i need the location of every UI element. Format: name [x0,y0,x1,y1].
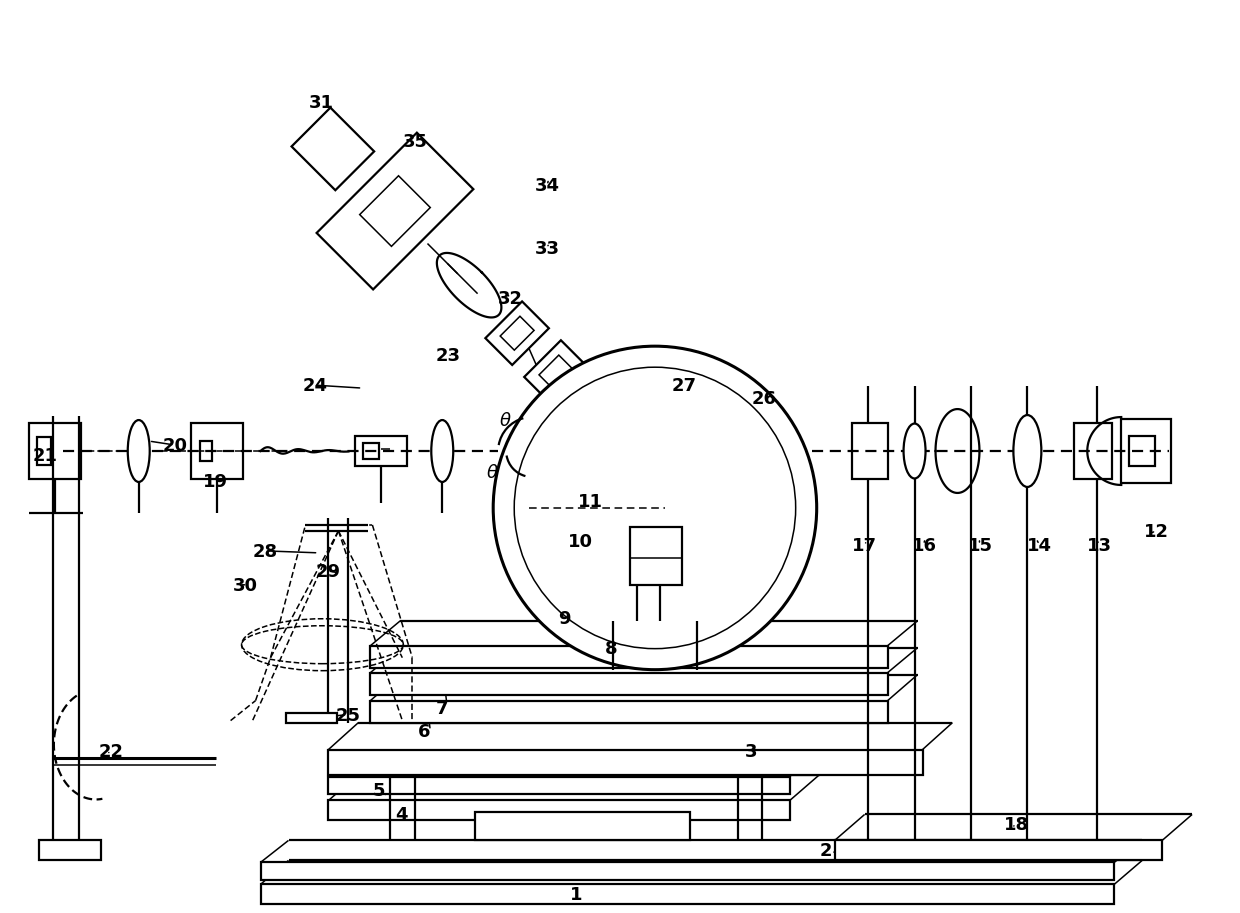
Bar [260,863,1115,880]
Text: 5: 5 [372,782,384,801]
Text: 14: 14 [1028,537,1053,555]
Polygon shape [539,355,573,389]
Polygon shape [291,108,374,190]
Text: 4: 4 [396,806,408,824]
Text: 17: 17 [852,537,877,555]
Bar [371,673,888,695]
Text: 13: 13 [1087,537,1112,555]
Polygon shape [360,176,430,247]
Text: 8: 8 [605,640,618,657]
Text: 32: 32 [498,290,523,309]
Bar [1121,419,1171,483]
Text: 26: 26 [751,390,776,408]
Text: 28: 28 [253,543,278,561]
Ellipse shape [432,420,454,482]
Bar [1074,423,1112,479]
Bar [29,423,81,479]
Bar [200,441,212,461]
Text: 34: 34 [536,177,560,195]
Text: 15: 15 [967,537,992,555]
Text: 24: 24 [303,377,327,395]
Text: 1: 1 [570,887,583,904]
Text: 31: 31 [309,93,334,111]
Circle shape [494,346,817,669]
Text: 2: 2 [820,843,832,860]
Text: 9: 9 [558,610,570,628]
Text: 29: 29 [315,562,341,581]
Bar [630,527,682,585]
Bar [38,840,100,860]
Text: 30: 30 [233,577,258,594]
Bar [285,713,337,722]
Text: 23: 23 [435,347,460,365]
Text: 19: 19 [202,473,228,491]
Bar [37,437,51,465]
Text: 27: 27 [672,377,697,395]
Bar [371,700,888,722]
Text: 10: 10 [568,533,593,551]
Text: $\theta$: $\theta$ [498,412,512,430]
Ellipse shape [1013,415,1042,487]
Text: 33: 33 [536,240,560,258]
Polygon shape [485,301,549,365]
Bar [329,750,923,774]
Polygon shape [316,132,474,289]
Text: 21: 21 [33,447,58,465]
Text: 18: 18 [1004,816,1029,834]
Bar [329,777,790,794]
Text: 25: 25 [336,707,361,725]
Polygon shape [500,316,534,351]
Bar [260,885,1115,904]
Text: $\theta$: $\theta$ [486,464,498,482]
Bar [191,423,243,479]
Bar [1130,436,1156,466]
Polygon shape [525,341,588,404]
Text: 7: 7 [435,699,448,718]
Bar [371,645,888,667]
Bar [475,813,689,840]
Bar [835,840,1162,860]
Text: 12: 12 [1145,523,1169,540]
Bar [363,443,379,459]
Text: 20: 20 [162,437,187,455]
Text: 35: 35 [402,133,428,152]
Bar [852,423,888,479]
Text: 22: 22 [99,742,124,761]
Text: 6: 6 [418,722,430,740]
Bar [329,801,790,821]
Text: 3: 3 [745,742,758,761]
Text: 11: 11 [578,493,603,511]
Text: 16: 16 [911,537,936,555]
Ellipse shape [904,424,925,478]
Bar [356,436,407,466]
Ellipse shape [128,420,150,482]
